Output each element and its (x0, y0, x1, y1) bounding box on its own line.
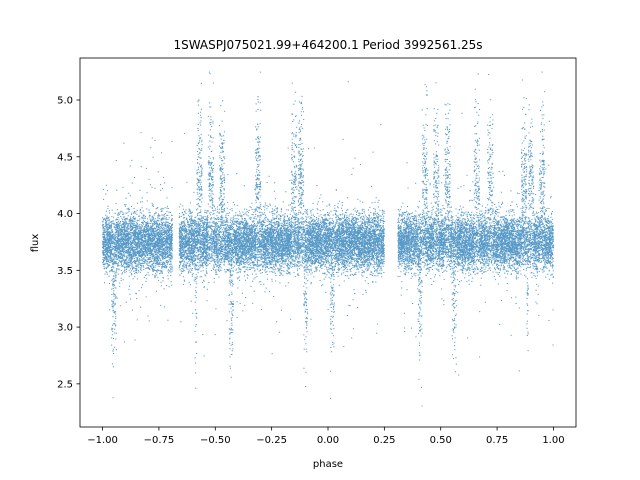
y-tick-label: 3.0 (57, 323, 73, 334)
x-tick-label: −0.25 (256, 435, 287, 446)
x-tick-label: 0.75 (486, 435, 508, 446)
y-tick-label: 5.0 (57, 96, 73, 107)
scatter-points (102, 71, 554, 407)
x-tick-label: 0.50 (430, 435, 452, 446)
y-tick-label: 4.5 (57, 152, 73, 163)
x-tick-label: −0.50 (200, 435, 231, 446)
data-points (102, 71, 554, 407)
y-tick-label: 2.5 (57, 379, 73, 390)
x-axis-label: phase (313, 459, 343, 470)
y-tick-label: 3.5 (57, 266, 73, 277)
x-tick-label: 0.00 (317, 435, 339, 446)
x-axis-ticks: −1.00 −0.75 −0.50 −0.25 0.00 0.25 0.50 0.75 1.00 (87, 427, 565, 446)
y-axis-label: flux (30, 234, 41, 253)
y-tick-label: 4.0 (57, 209, 73, 220)
chart-title: 1SWASPJ075021.99+464200.1 Period 3992561… (173, 38, 482, 52)
y-axis-ticks: 2.5 3.0 3.5 4.0 4.5 5.0 (57, 96, 80, 390)
x-tick-label: −0.75 (144, 435, 175, 446)
x-tick-label: −1.00 (87, 435, 118, 446)
x-tick-label: 1.00 (542, 435, 564, 446)
x-tick-label: 0.25 (373, 435, 395, 446)
